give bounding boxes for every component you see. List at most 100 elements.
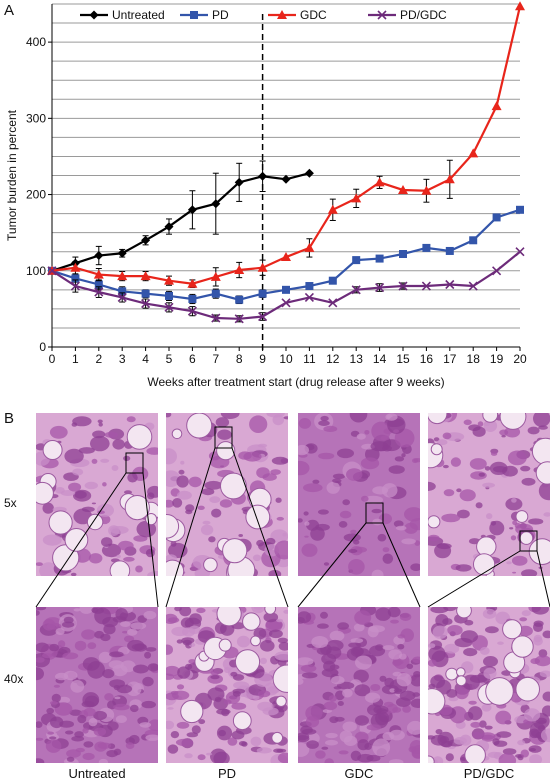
x-tick-label: 17 xyxy=(443,352,457,366)
x-tick-label: 2 xyxy=(95,352,102,366)
magnification-label-40x: 40x xyxy=(4,672,24,686)
data-point-pd-gdc xyxy=(258,311,268,322)
x-tick-label: 4 xyxy=(142,352,149,366)
x-tick-label: 0 xyxy=(49,352,56,366)
data-point-pd-gdc xyxy=(211,313,221,323)
data-point-untreated xyxy=(141,235,151,245)
data-point-pd-gdc xyxy=(234,314,244,324)
data-point-pd xyxy=(71,274,80,283)
data-point-pd xyxy=(235,295,244,304)
data-point-untreated xyxy=(281,174,291,184)
magnification-label-5x: 5x xyxy=(4,496,17,510)
data-point-untreated xyxy=(258,171,268,181)
x-tick-label: 9 xyxy=(259,352,266,366)
data-point-gdc xyxy=(421,185,432,195)
histology-gdc-40x xyxy=(298,607,420,763)
data-point-gdc xyxy=(257,262,268,272)
data-point-gdc xyxy=(281,252,291,262)
data-point-gdc xyxy=(210,271,221,281)
data-point-untreated xyxy=(117,248,127,258)
column-label-gdc: GDC xyxy=(344,766,374,781)
x-tick-label: 11 xyxy=(303,352,316,366)
x-tick-label: 12 xyxy=(326,352,340,366)
x-tick-label: 15 xyxy=(396,352,410,366)
column-label-pdgdc: PD/GDC xyxy=(463,766,515,781)
data-point-pd-gdc xyxy=(515,247,525,257)
data-point-pd-gdc xyxy=(164,302,174,312)
data-point-untreated xyxy=(211,199,221,209)
legend-marker-pd xyxy=(190,11,198,19)
x-tick-label: 16 xyxy=(420,352,434,366)
y-tick-label: 200 xyxy=(26,188,46,202)
legend-label-pd-gdc: PD/GDC xyxy=(400,8,447,22)
x-axis-label: Weeks after treatment start (drug releas… xyxy=(147,375,444,389)
series-line-gdc xyxy=(51,6,522,285)
legend-label-untreated: Untreated xyxy=(112,8,165,22)
data-point-pd-gdc xyxy=(187,306,197,316)
data-point-gdc xyxy=(374,177,385,187)
data-point-pd xyxy=(516,205,524,214)
y-tick-label: 100 xyxy=(26,264,46,278)
series-line-untreated xyxy=(51,172,310,272)
data-point-pd-gdc xyxy=(445,279,455,290)
data-point-pd xyxy=(399,250,407,259)
data-point-gdc xyxy=(140,271,151,281)
data-point-pd-gdc xyxy=(398,281,408,291)
legend-marker-pd-gdc xyxy=(377,10,387,20)
data-point-gdc xyxy=(117,271,128,281)
y-tick-label: 400 xyxy=(26,35,46,49)
data-point-pd-gdc xyxy=(421,281,431,291)
histology-pdgdc-5x xyxy=(428,413,550,576)
x-tick-label: 14 xyxy=(373,352,387,366)
y-tick-label: 0 xyxy=(39,340,46,354)
data-point-pd xyxy=(258,289,267,298)
data-point-pd-gdc xyxy=(492,266,502,276)
x-tick-label: 13 xyxy=(350,352,364,366)
data-point-pd xyxy=(211,289,220,298)
data-point-gdc xyxy=(70,262,81,272)
data-point-gdc xyxy=(187,278,198,288)
data-point-gdc xyxy=(468,148,479,158)
data-point-pd-gdc xyxy=(375,282,385,293)
legend-label-pd: PD xyxy=(212,8,229,22)
histology-pd-40x xyxy=(166,607,288,763)
data-point-gdc xyxy=(234,265,245,275)
x-tick-label: 18 xyxy=(467,352,481,366)
x-tick-label: 6 xyxy=(189,352,196,366)
data-point-gdc xyxy=(93,269,104,279)
data-point-pd xyxy=(328,276,337,285)
data-point-pd xyxy=(282,285,290,294)
data-point-pd-gdc xyxy=(304,292,314,303)
x-tick-label: 19 xyxy=(490,352,504,366)
data-point-pd xyxy=(94,280,103,289)
data-point-pd xyxy=(188,294,197,303)
histology-untreated-40x xyxy=(36,607,158,763)
data-point-pd-gdc xyxy=(328,298,338,308)
data-point-gdc xyxy=(515,1,525,11)
data-point-gdc xyxy=(351,193,362,203)
data-point-gdc xyxy=(398,184,408,194)
x-tick-label: 8 xyxy=(236,352,243,366)
data-point-pd-gdc xyxy=(281,298,291,308)
data-point-pd xyxy=(141,289,150,298)
x-tick-label: 5 xyxy=(166,352,173,366)
data-point-gdc xyxy=(327,204,338,214)
data-point-pd xyxy=(118,287,127,296)
data-point-pd xyxy=(492,213,501,222)
data-point-pd-gdc xyxy=(94,287,104,297)
data-point-pd-gdc xyxy=(351,285,361,295)
y-axis-label: Tumor burden in percent xyxy=(5,109,19,241)
histology-pdgdc-40x xyxy=(428,607,550,763)
data-point-pd xyxy=(422,243,431,252)
data-point-untreated xyxy=(234,177,244,187)
legend-marker-untreated xyxy=(89,10,99,20)
data-point-untreated xyxy=(164,222,174,232)
legend-label-gdc: GDC xyxy=(300,8,327,22)
y-tick-label: 300 xyxy=(26,111,46,125)
x-tick-label: 10 xyxy=(279,352,293,366)
data-point-untreated xyxy=(304,168,314,178)
data-point-pd xyxy=(375,254,384,263)
data-point-pd-gdc xyxy=(70,281,80,291)
panel-a-label: A xyxy=(4,2,15,19)
